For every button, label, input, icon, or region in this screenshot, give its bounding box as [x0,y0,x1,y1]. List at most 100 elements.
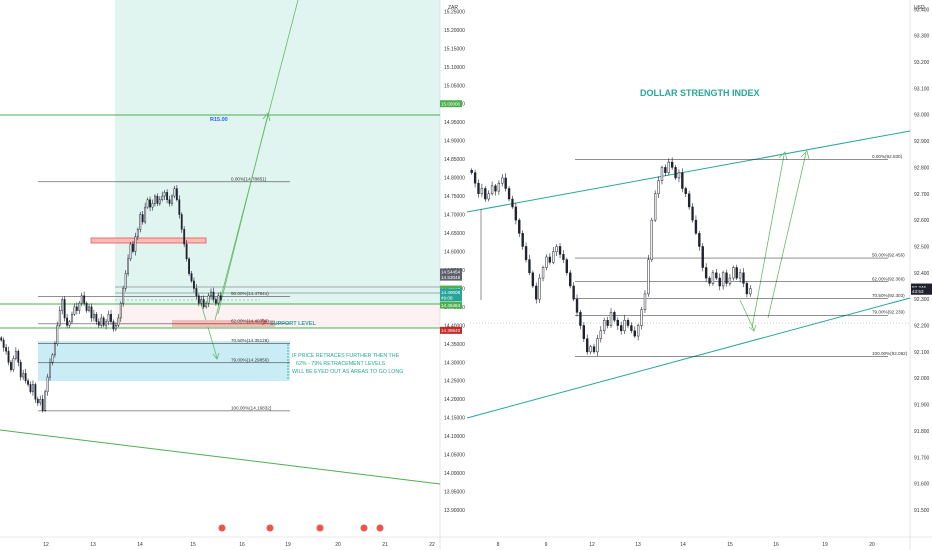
fib-level-label: 62.00%(92.366) [872,276,905,281]
candle-body [718,277,721,287]
candle-body [704,267,708,279]
price-tag [440,301,462,309]
candle-body [58,310,61,326]
note-line-2: 62% - 79% RETRACEMENT LEVELS [296,361,386,367]
y-tick-label: 91.700 [914,455,930,461]
candle-body [188,258,190,274]
x-tick-label: 22 [429,542,435,548]
candle-body [51,354,54,363]
candle-body [161,195,164,201]
candle-body [698,233,701,247]
y-tick-label: 14.10000 [444,434,465,440]
candle-body [473,172,477,184]
fib-level-label: 100.00%(92.082) [872,351,908,356]
y-tick-label: 92.200 [914,324,930,330]
trend-line [0,429,441,485]
y-tick-label: 91.800 [914,429,930,435]
candle-body [541,267,545,279]
candle-body [558,246,562,255]
y-tick-label: 14.05000 [444,453,465,459]
candle-body [470,170,473,173]
candle-body [725,272,728,284]
candle-body [599,330,602,339]
candle-body [22,373,25,378]
y-tick-label: 93.000 [914,113,930,119]
candle-body [575,298,579,313]
candle-body [592,346,596,353]
price-tag-label: 14.49008 [441,290,461,295]
y-tick-label: 15.20000 [444,28,465,34]
candle-body [664,167,667,173]
candle-body [46,376,49,393]
candle-body [623,320,626,332]
price-tag-label: 15.00000 [441,102,461,107]
event-icons[interactable] [218,524,384,532]
candle-body [636,325,640,337]
y-tick-label: 14.25000 [444,379,465,385]
candle-body [7,350,10,363]
candle-body [85,302,88,311]
candle-body [691,206,694,221]
flag-icon [316,524,324,532]
y-tick-label: 91.900 [914,403,930,409]
y-tick-label: 14.30000 [444,360,465,366]
x-tick-label: 20 [335,542,341,548]
candle-body [586,338,589,353]
fib-level-label: 50.00%(92.456) [872,253,905,258]
y-tick-label: 14.80000 [444,176,465,182]
price-tag-label: 14.45484 [441,303,461,308]
fib-level-label: 100.00%(14.16832) [231,405,272,410]
candle-body [681,172,684,189]
candle-body [569,272,572,287]
candle-body [548,256,552,263]
candle-body [579,312,582,326]
x-tick-label: 16 [239,542,245,548]
projection-arrow [217,113,269,315]
candle-body [613,312,616,321]
candle-body [745,283,749,295]
y-tick-label: 15.15000 [444,46,465,52]
candle-body [687,193,691,208]
candle-body [521,233,524,247]
candle-body [27,380,29,385]
y-tick-label: 14.65000 [444,231,465,237]
candle-body [39,398,42,404]
candle-body [721,272,725,287]
candle-body [171,195,173,204]
candle-body [647,259,650,295]
candle-body [83,295,86,304]
candle-body [146,199,149,208]
candle-body [501,177,504,184]
y-tick-label: 14.60000 [444,249,465,255]
candle-body [555,246,558,252]
candle-body [163,192,166,197]
y-tick-label: 93.300 [914,34,930,40]
candle-body [630,325,633,332]
candle-body [78,302,81,311]
y-tick-label: 92.600 [914,218,930,224]
candle-body [71,313,73,322]
price-tag [440,294,462,302]
candle-body [504,177,507,189]
candle-body [620,325,623,332]
candle-body [151,203,154,208]
resistance-box [90,237,207,244]
candle-body [156,195,159,204]
y-tick-label: 14.35000 [444,342,465,348]
candle-body [63,299,66,319]
y-tick-label: 93.200 [914,60,930,66]
x-tick-label: 13 [90,542,96,548]
candle-body [102,317,105,326]
y-tick-label: 92.500 [914,244,930,250]
y-tick-label: 14.85000 [444,157,465,163]
candle-body [217,295,220,304]
candle-body [609,312,613,326]
candle-body [134,236,137,252]
x-tick-label: 20 [869,542,875,548]
price-tag [440,326,462,334]
candle-body [735,267,738,279]
candle-body [657,180,660,195]
candle-body [545,256,548,268]
fib-level-label: 62.00%(14.40399) [231,318,269,323]
